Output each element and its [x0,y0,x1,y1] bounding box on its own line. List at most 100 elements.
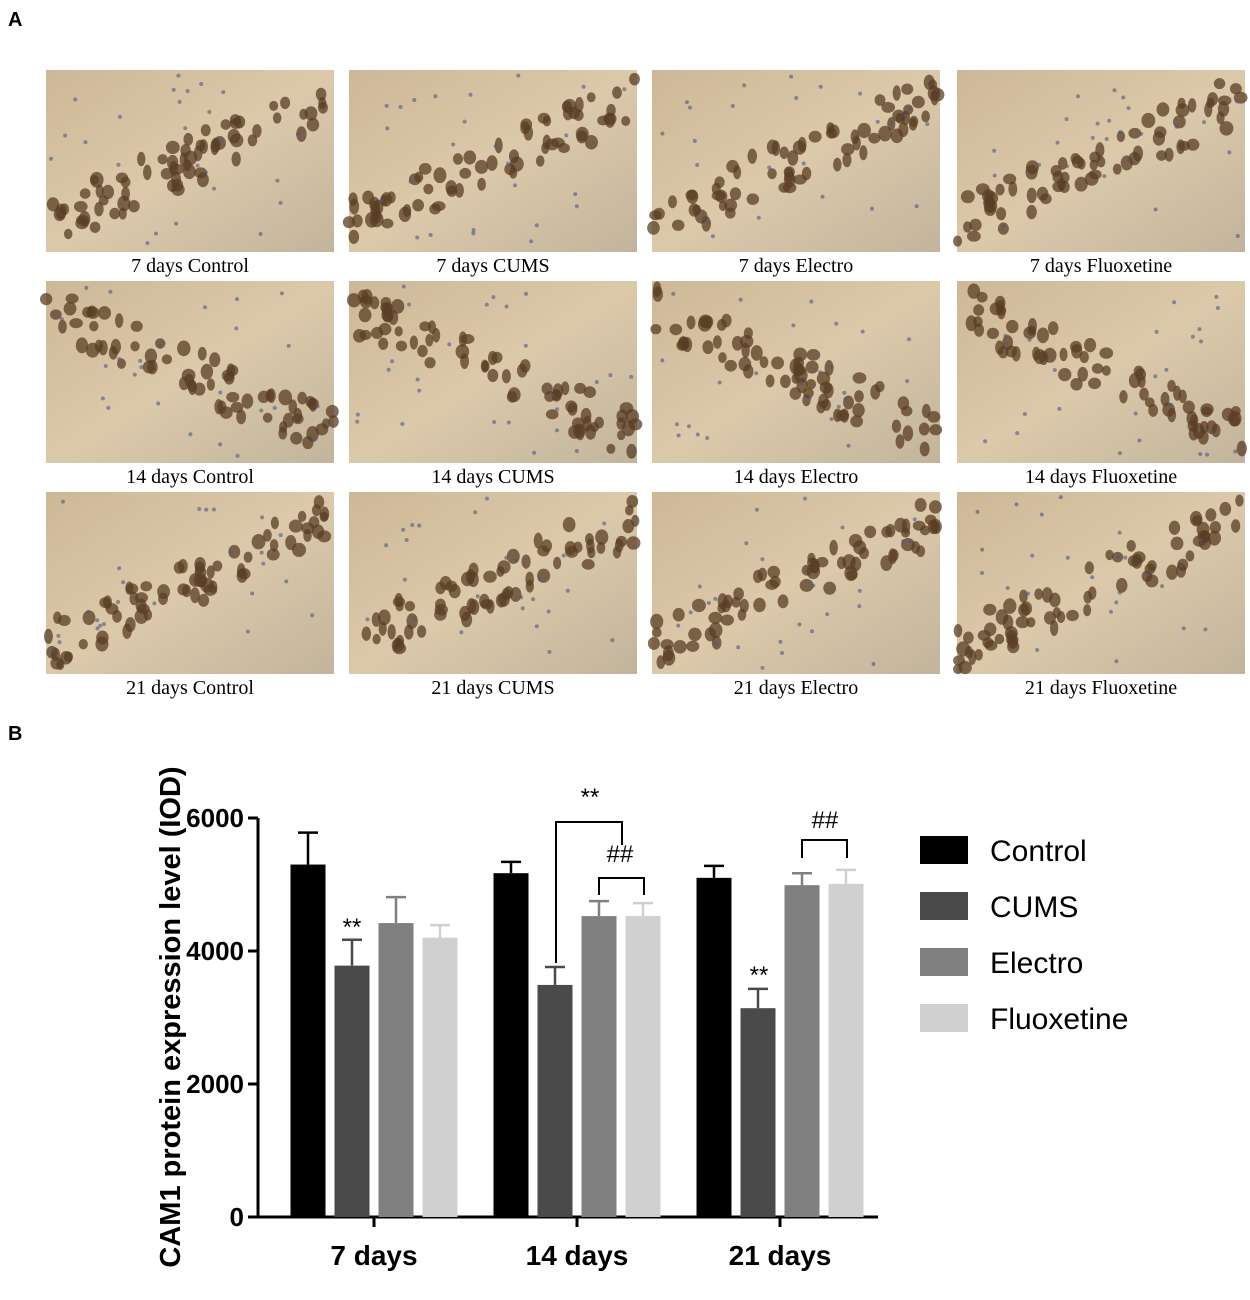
nucleus [1214,294,1219,299]
bar [828,883,864,1217]
cell [647,221,660,235]
nucleus [754,507,759,512]
cell [881,101,896,113]
nucleus [101,622,106,627]
nucleus [1121,95,1126,100]
cell [1084,561,1094,575]
cell [911,541,921,554]
nucleus [684,100,689,105]
nucleus [428,233,433,238]
cell [263,529,272,542]
cell [668,195,677,209]
nucleus [608,373,613,378]
nucleus [1102,174,1107,179]
nucleus [415,235,420,240]
cell [372,633,381,645]
cell [537,112,551,124]
bar [378,923,414,1217]
cell [918,422,930,436]
nucleus [809,629,814,634]
nucleus [829,365,834,370]
cell [986,327,1000,340]
cell [157,154,168,165]
nucleus [801,161,806,166]
nucleus [212,186,217,191]
cell [1003,598,1017,614]
cell [692,204,702,216]
cell [454,182,464,198]
cell [170,163,185,175]
nucleus [529,239,534,244]
nucleus [234,326,239,331]
nucleus [980,547,985,552]
nucleus [713,596,718,601]
cell [672,607,685,622]
cell [881,526,893,538]
cell [122,623,132,639]
nucleus [818,370,823,375]
nucleus [451,142,456,147]
cell [545,409,559,420]
cell [833,408,842,422]
legend-swatch [920,836,968,864]
cell [114,313,124,328]
nucleus [860,329,865,334]
significance-bracket [555,821,623,963]
image-caption: 14 days Control [126,466,254,488]
cell [669,323,683,336]
cell [1026,187,1037,204]
nucleus [1133,411,1138,416]
cell [65,293,79,304]
cell [892,85,901,101]
image-caption: 14 days CUMS [431,466,554,488]
nucleus [73,97,78,102]
nucleus [1174,124,1179,129]
cell [583,386,597,398]
cell [850,556,862,572]
cell [1008,181,1018,197]
cell [965,315,977,332]
cell [483,570,497,583]
image-caption: 21 days Electro [734,677,858,699]
micrograph [349,492,641,674]
nucleus [417,523,422,528]
cell [1216,111,1225,125]
cell [1236,440,1247,457]
nucleus [1114,600,1119,605]
cell [848,533,863,548]
cell [177,583,190,596]
cell [1015,616,1030,629]
legend-label: Control [990,835,1087,868]
nucleus [506,420,511,425]
nucleus [506,161,511,166]
bar [581,916,617,1217]
nucleus [199,82,204,87]
cell [1230,406,1241,417]
cell [691,598,706,613]
cell [1231,519,1241,533]
cell [1049,592,1061,608]
nucleus [116,162,121,167]
cell [395,601,404,612]
cell [927,411,941,423]
cell [652,627,662,638]
bar [334,965,370,1217]
nucleus [602,521,607,526]
nucleus [1058,495,1063,500]
cell [983,198,998,214]
cell [519,359,531,373]
image-caption: 21 days Fluoxetine [1025,677,1177,699]
nucleus [531,597,536,602]
legend-label: CUMS [990,891,1078,924]
nucleus [59,317,64,322]
cell [621,115,631,127]
cell [576,130,588,144]
nucleus [56,633,61,638]
cell [468,599,480,615]
cell [1027,318,1037,334]
legend-swatch [920,1004,968,1032]
nucleus [555,407,560,412]
y-tick-label: 0 [230,1202,244,1232]
micrograph-bg [652,492,940,674]
cell [371,326,384,340]
